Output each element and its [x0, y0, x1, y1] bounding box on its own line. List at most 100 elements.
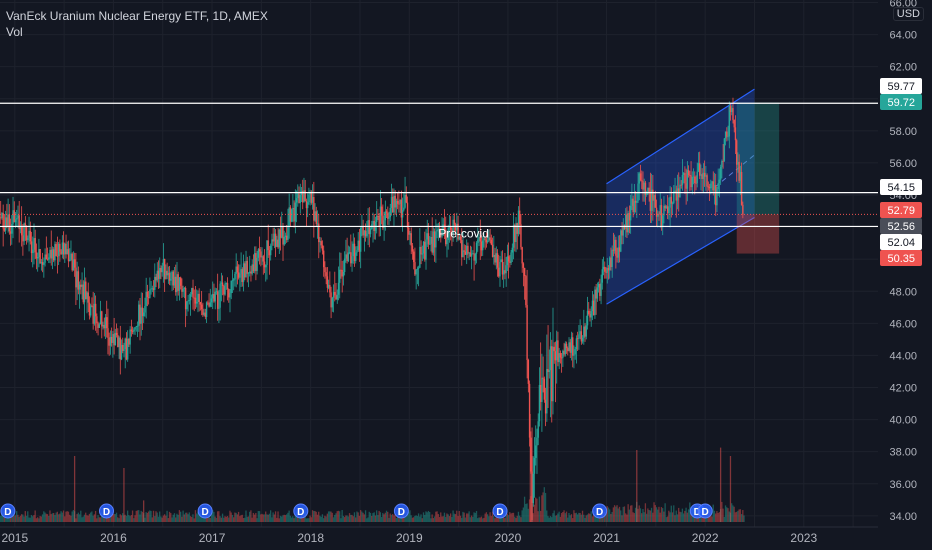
candle-body — [398, 203, 400, 205]
volume-bar — [639, 508, 642, 522]
volume-bar — [288, 510, 290, 522]
volume-bar — [257, 511, 259, 522]
candle-body — [721, 160, 723, 168]
candle-body — [308, 194, 310, 203]
candle-body — [297, 193, 299, 199]
candle-body — [532, 473, 534, 504]
volume-bar — [334, 514, 336, 522]
candle-body — [645, 191, 648, 195]
volume-bar — [330, 511, 332, 522]
candle-body — [530, 437, 532, 472]
candle-body — [208, 302, 210, 307]
candle-body — [644, 182, 647, 195]
candle-body — [226, 283, 229, 290]
volume-bar — [575, 512, 578, 522]
volume-bar — [202, 515, 204, 522]
price-label-bg — [880, 94, 922, 110]
candle-body — [708, 186, 711, 189]
candle-body — [388, 217, 390, 219]
candle-body — [167, 272, 170, 276]
volume-bar — [441, 516, 443, 522]
volume-bar — [228, 517, 230, 522]
candle-body — [517, 210, 520, 234]
volume-bar — [655, 507, 658, 522]
volume-bar — [7, 516, 9, 522]
candle-body — [496, 253, 499, 268]
volume-bar — [665, 517, 668, 522]
candle-body — [419, 246, 421, 268]
volume-bar — [298, 518, 300, 522]
candle-body — [723, 138, 726, 162]
candle-body — [639, 173, 642, 181]
candle-body — [457, 223, 459, 240]
volume-bar — [119, 514, 121, 522]
candle-body — [361, 226, 363, 229]
volume-bar — [546, 510, 548, 522]
candle-body — [628, 213, 631, 221]
candle-body — [438, 229, 441, 233]
candle-body — [606, 267, 608, 273]
volume-bar — [311, 510, 314, 522]
symbol-title[interactable]: VanEck Uranium Nuclear Energy ETF, 1D, A… — [6, 9, 268, 23]
candle-body — [155, 276, 157, 281]
volume-bar — [644, 503, 647, 522]
candle-body — [348, 252, 351, 254]
candle-body — [202, 309, 204, 315]
horizontal-levels — [0, 102, 878, 228]
volume-bar — [468, 511, 470, 522]
time-axis: 2015 2016 2017 2018 2019 2020 2021 2022 2023 — [0, 526, 878, 545]
volume-bar — [39, 516, 41, 522]
price-label-chip: 50.35 — [880, 250, 922, 266]
volume-bar — [602, 516, 605, 522]
volume-bar — [315, 511, 317, 522]
candle-body — [200, 304, 203, 310]
candle-body — [173, 276, 176, 286]
volume-bar — [669, 512, 671, 522]
price-label-text: 54.15 — [887, 182, 915, 194]
volume-bar — [653, 502, 655, 522]
candle-body — [539, 384, 542, 402]
volume-bar — [377, 515, 379, 522]
candle-body — [305, 201, 308, 209]
candle-body — [604, 266, 606, 272]
volume-bar — [509, 512, 511, 522]
candle-body — [120, 344, 123, 360]
volume-bar — [378, 510, 380, 522]
volume-bar — [594, 513, 596, 522]
volume-bar — [432, 518, 435, 522]
candle-body — [400, 199, 403, 218]
volume-bar — [659, 512, 661, 522]
volume-bar — [366, 518, 368, 522]
volume-bar — [723, 516, 725, 522]
candle-body — [410, 233, 412, 246]
volume-bar — [133, 518, 135, 522]
candle-body — [554, 351, 557, 361]
volume-bar — [131, 510, 134, 522]
volume-bar — [431, 514, 433, 522]
volume-bar — [110, 512, 113, 522]
candle-body — [474, 253, 477, 261]
candle-body — [427, 233, 430, 245]
candle-body — [149, 289, 151, 298]
volume-indicator-label[interactable]: Vol — [6, 25, 23, 39]
candle-body — [233, 279, 235, 281]
candle-body — [440, 232, 442, 237]
volume-bar — [43, 511, 45, 522]
currency-badge[interactable]: USD — [892, 7, 924, 21]
volume-bar — [40, 516, 42, 522]
candle-body — [347, 252, 350, 262]
candle-body — [523, 267, 526, 277]
volume-bar — [581, 510, 584, 522]
volume-bar — [12, 514, 14, 522]
volume-bar — [491, 511, 494, 522]
volume-bar — [51, 513, 54, 522]
candle-body — [610, 257, 612, 268]
candle-body — [711, 181, 713, 184]
candle-body — [473, 253, 475, 261]
candle-body — [634, 200, 637, 203]
volume-bar — [415, 515, 417, 522]
dividend-icon — [592, 503, 608, 519]
volume-bar — [221, 513, 224, 522]
